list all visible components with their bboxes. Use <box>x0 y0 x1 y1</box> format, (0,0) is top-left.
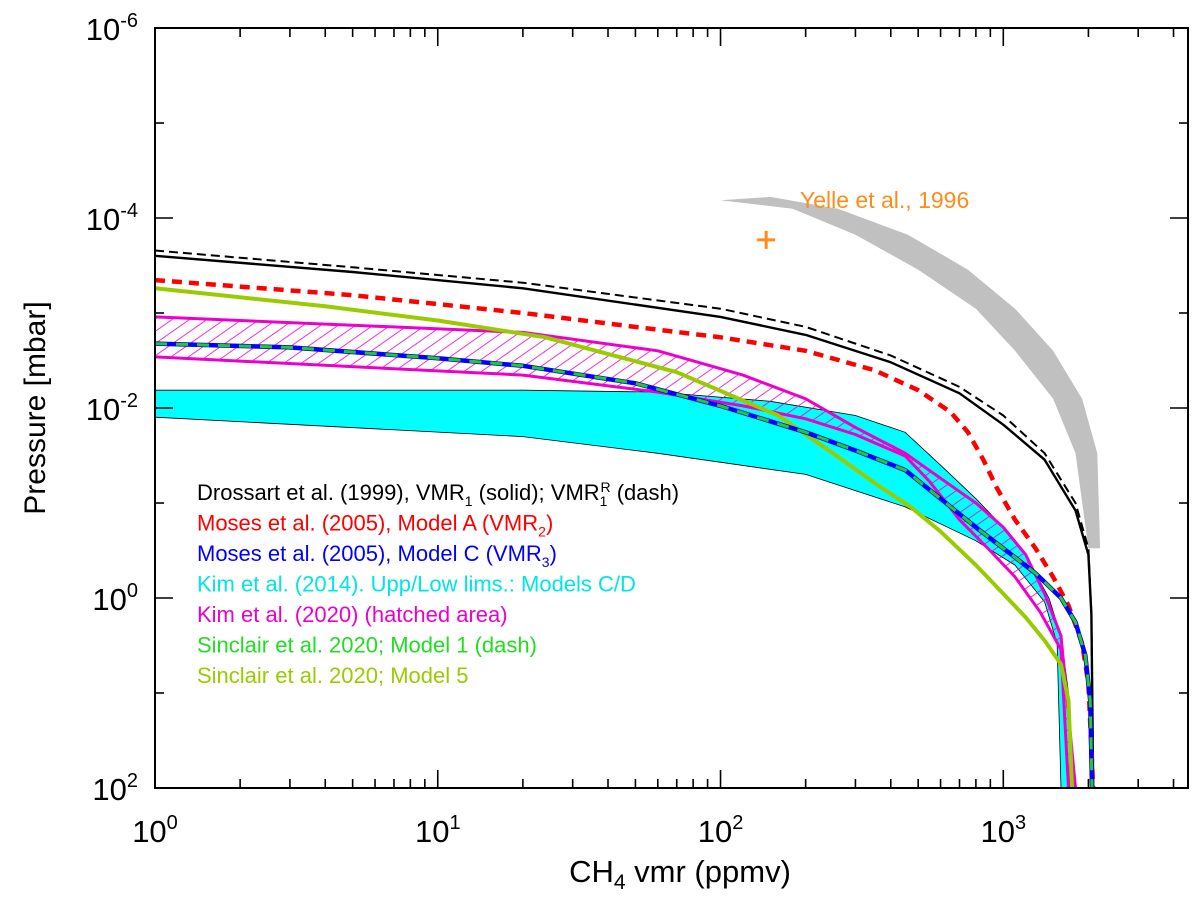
annotation-group: Yelle et al., 1996 <box>757 187 969 249</box>
y-tick-exp: -4 <box>120 200 138 222</box>
y-tick-base: 10 <box>92 772 126 807</box>
y-tick-label: 102 <box>92 770 138 807</box>
x-axis-label-rest: vmr (ppmv) <box>626 854 791 889</box>
legend-text: Sinclair et al. 2020; Model 1 (dash) <box>197 633 537 658</box>
legend-text: Kim et al. (2020) (hatched area) <box>197 602 508 627</box>
legend-text: Moses et al. (2005), Model C (VMR <box>197 541 542 566</box>
x-tick-exp: 2 <box>732 812 743 834</box>
y-tick-exp: 2 <box>127 770 138 792</box>
y-tick-label: 10-4 <box>86 200 138 237</box>
x-tick-base: 10 <box>980 814 1014 849</box>
x-tick-base: 10 <box>698 814 732 849</box>
y-tick-label: 10-2 <box>86 390 138 427</box>
x-tick-base: 10 <box>132 814 166 849</box>
legend-text: 2 <box>538 524 546 540</box>
y-tick-exp: -2 <box>120 390 138 412</box>
yelle-marker <box>757 230 776 249</box>
legend-entry: Drossart et al. (1999), VMR1 (solid); VM… <box>197 479 679 509</box>
legend-entry: Moses et al. (2005), Model A (VMR2) <box>197 511 553 540</box>
series-moses-model-a <box>155 277 1096 788</box>
legend-entry: Sinclair et al. 2020; Model 5 <box>197 663 469 688</box>
legend: Drossart et al. (1999), VMR1 (solid); VM… <box>197 479 679 688</box>
series-sinclair-model-5 <box>155 286 1074 788</box>
yelle-annotation: Yelle et al., 1996 <box>800 187 969 213</box>
y-tick-label: 10-6 <box>86 10 138 47</box>
legend-text: (solid); VMR <box>473 480 600 505</box>
x-tick-exp: 0 <box>167 812 178 834</box>
y-tick-exp: 0 <box>127 580 138 602</box>
x-tick-label: 101 <box>415 812 461 849</box>
y-tick-label: 100 <box>92 580 138 617</box>
plot-area <box>155 196 1101 788</box>
legend-entry: Moses et al. (2005), Model C (VMR3) <box>197 541 557 570</box>
y-tick-base: 10 <box>86 202 120 237</box>
series-sinclair-model-1 <box>155 342 1094 788</box>
legend-text: ) <box>546 511 553 536</box>
legend-text: Drossart et al. (1999), VMR <box>197 480 465 505</box>
legend-text: ) <box>550 541 557 566</box>
y-tick-base: 10 <box>86 392 120 427</box>
x-tick-label: 103 <box>980 812 1026 849</box>
legend-entry: Kim et al. (2020) (hatched area) <box>197 602 508 627</box>
hatched-upper-boundary <box>155 315 1077 788</box>
legend-text: Kim et al. (2014). Upp/Low lims.: Models… <box>197 572 636 597</box>
y-tick-base: 10 <box>86 12 120 47</box>
x-tick-exp: 3 <box>1015 812 1026 834</box>
legend-text: R <box>600 479 610 495</box>
legend-entry: Kim et al. (2014). Upp/Low lims.: Models… <box>197 572 636 597</box>
x-axis-label: CH4 vmr (ppmv) <box>569 854 791 894</box>
legend-entry: Sinclair et al. 2020; Model 1 (dash) <box>197 633 537 658</box>
y-tick-exp: -6 <box>120 10 138 32</box>
legend-text: Sinclair et al. 2020; Model 5 <box>197 663 469 688</box>
x-tick-base: 10 <box>415 814 449 849</box>
x-tick-label: 100 <box>132 812 178 849</box>
x-axis-label-main: CH <box>569 854 614 889</box>
x-tick-exp: 1 <box>449 812 460 834</box>
legend-text: (dash) <box>611 480 679 505</box>
series-drossart-dash <box>155 249 1095 788</box>
y-tick-base: 10 <box>92 582 126 617</box>
legend-text: Moses et al. (2005), Model A (VMR <box>197 511 538 536</box>
y-axis-label: Pressure [mbar] <box>19 301 52 514</box>
series-drossart-solid <box>155 254 1095 788</box>
x-axis-label-sub: 4 <box>614 871 626 894</box>
x-tick-label: 102 <box>698 812 744 849</box>
axis-ticks <box>154 27 1188 789</box>
legend-text: 1 <box>600 493 608 509</box>
legend-text: 1 <box>465 493 473 509</box>
legend-text: 3 <box>542 554 550 570</box>
